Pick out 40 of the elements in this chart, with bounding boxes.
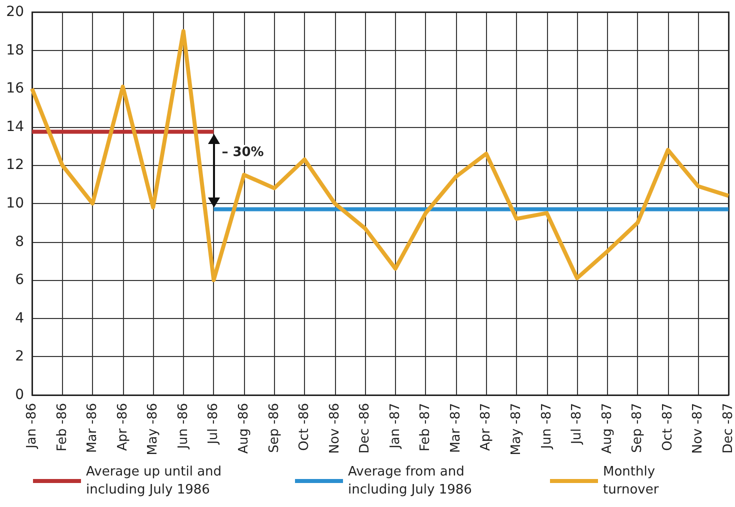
x-tick-label: Nov -87	[690, 403, 706, 454]
x-tick-label: Jan -86	[24, 403, 40, 450]
y-tick-label: 20	[6, 4, 24, 20]
x-tick-label: Aug -86	[236, 403, 252, 454]
y-tick-label: 14	[6, 118, 24, 135]
x-tick-label: Mar -86	[85, 403, 100, 453]
x-tick-label: Jun -86	[176, 403, 191, 450]
x-tick-label: May -87	[509, 403, 524, 456]
x-tick-label: Jul -87	[570, 403, 585, 446]
x-tick-label: Sep -87	[630, 403, 646, 453]
x-tick-label: Jan -87	[388, 403, 403, 450]
y-tick-label: 10	[6, 196, 24, 212]
x-tick-label: Sep -86	[266, 403, 282, 453]
x-tick-label: Jun -87	[539, 403, 554, 450]
x-tick-label: Dec -86	[358, 403, 373, 454]
x-tick-label: Feb -87	[418, 403, 434, 452]
legend-label: Monthly turnover	[603, 464, 660, 498]
y-tick-label: 8	[15, 234, 24, 250]
x-tick-label: Oct -86	[297, 403, 312, 451]
y-tick-label: 18	[6, 42, 24, 58]
y-tick-label: 6	[15, 272, 24, 288]
annotation: – 30%	[222, 144, 264, 160]
legend-label: Average up until and including July 1986	[86, 464, 226, 498]
y-tick-label: 16	[6, 80, 24, 97]
x-tick-label: Jul -86	[206, 403, 222, 446]
x-tick-label: Apr -86	[115, 403, 130, 451]
x-tick-label: Aug -87	[600, 403, 615, 454]
legend-label: Average from and including July 1986	[348, 464, 472, 498]
x-tick-label: Mar -87	[448, 403, 464, 453]
line-series	[30, 29, 730, 282]
x-tick-label: Oct -87	[660, 403, 676, 451]
y-tick-label: 2	[15, 348, 24, 365]
y-tick-label: 4	[15, 310, 24, 326]
x-tick-label: Apr -87	[478, 403, 494, 451]
x-tick-label: May -86	[146, 403, 161, 456]
y-tick-label: 0	[15, 387, 24, 403]
x-tick-label: Dec -87	[721, 403, 735, 454]
y-tick-label: 12	[6, 157, 24, 174]
x-tick-label: Nov -86	[327, 403, 342, 454]
x-tick-label: Feb -86	[54, 403, 70, 452]
